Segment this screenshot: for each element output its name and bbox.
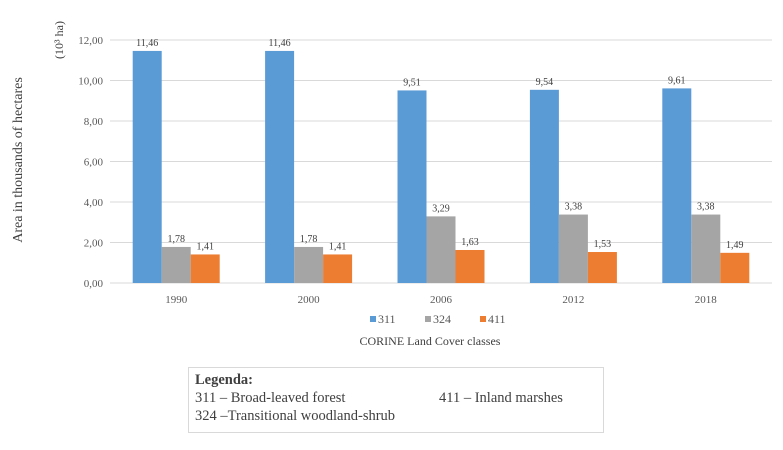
legend-label-311: 311 (378, 312, 396, 326)
legend-swatch-324 (425, 316, 431, 322)
bar-311-2018 (662, 88, 692, 284)
legend-item-311: 311 – Broad-leaved forest (195, 390, 346, 406)
legend-box: Legenda: 311 – Broad-leaved forest 411 –… (188, 367, 604, 433)
data-label: 1,78 (300, 234, 318, 245)
data-label: 1,53 (594, 239, 612, 250)
legend-label-324: 324 (433, 312, 451, 326)
y-tick-label: 10,00 (78, 76, 103, 88)
data-labels: 11,46 1,78 1,41 11,46 1,78 1,41 9,51 3,29 1,63 9,… (136, 38, 743, 253)
bar-411-1990 (190, 254, 220, 283)
y-axis-title: Area in thousands of hectares (11, 77, 26, 243)
data-label: 3,38 (565, 202, 583, 213)
y-tick-label: 4,00 (84, 197, 104, 209)
legend-label-411: 411 (488, 312, 506, 326)
bar-324-2006 (426, 216, 456, 283)
bar-411-2000 (323, 254, 353, 283)
y-axis-ticks: 0,00 2,00 4,00 6,00 8,00 10,00 12,00 (78, 35, 103, 290)
legend-item-411: 411 – Inland marshes (439, 390, 563, 406)
x-tick-label: 2012 (562, 294, 584, 306)
bar-chart: 0,00 2,00 4,00 6,00 8,00 10,00 12,00 11,46 1,78… (11, 21, 772, 348)
legend-swatch-311 (370, 316, 376, 322)
x-tick-label: 2000 (298, 294, 321, 306)
y-tick-label: 12,00 (78, 35, 103, 47)
legend-box-title: Legenda: (195, 372, 253, 388)
data-label: 1,41 (329, 241, 347, 252)
bar-324-1990 (161, 246, 191, 283)
y-tick-label: 6,00 (84, 157, 104, 169)
x-tick-label: 2018 (695, 294, 718, 306)
x-axis-title: CORINE Land Cover classes (360, 334, 501, 348)
bar-324-2018 (691, 214, 721, 283)
data-label: 1,41 (196, 241, 214, 252)
bar-311-2006 (397, 90, 427, 283)
bar-311-1990 (132, 50, 162, 284)
gridlines (110, 39, 772, 284)
data-label: 11,46 (136, 38, 158, 49)
y-axis-unit: (10³ ha) (52, 21, 66, 59)
bar-324-2012 (558, 214, 588, 283)
data-label: 1,78 (167, 234, 185, 245)
bar-411-2012 (587, 252, 617, 283)
bars (132, 50, 750, 284)
bar-324-2000 (294, 246, 324, 283)
bar-411-2018 (720, 252, 750, 283)
data-label: 3,38 (697, 202, 715, 213)
y-tick-label: 2,00 (84, 238, 104, 250)
data-label: 3,29 (432, 203, 450, 214)
bar-411-2006 (455, 249, 485, 283)
series-legend: 311 324 411 (370, 312, 506, 326)
bar-311-2000 (265, 50, 295, 284)
data-label: 11,46 (269, 38, 291, 49)
x-axis-ticks: 1990 2000 2006 2012 2018 (165, 294, 717, 306)
data-label: 1,63 (461, 237, 479, 248)
y-tick-label: 0,00 (84, 278, 104, 290)
y-tick-label: 8,00 (84, 116, 104, 128)
data-label: 9,61 (668, 75, 686, 86)
legend-item-324: 324 –Transitional woodland-shrub (195, 408, 396, 424)
legend-swatch-411 (480, 316, 486, 322)
bar-311-2012 (529, 89, 559, 283)
data-label: 9,54 (536, 77, 554, 88)
data-label: 9,51 (403, 77, 421, 88)
data-label: 1,49 (726, 240, 744, 251)
x-tick-label: 1990 (165, 294, 188, 306)
x-tick-label: 2006 (430, 294, 453, 306)
